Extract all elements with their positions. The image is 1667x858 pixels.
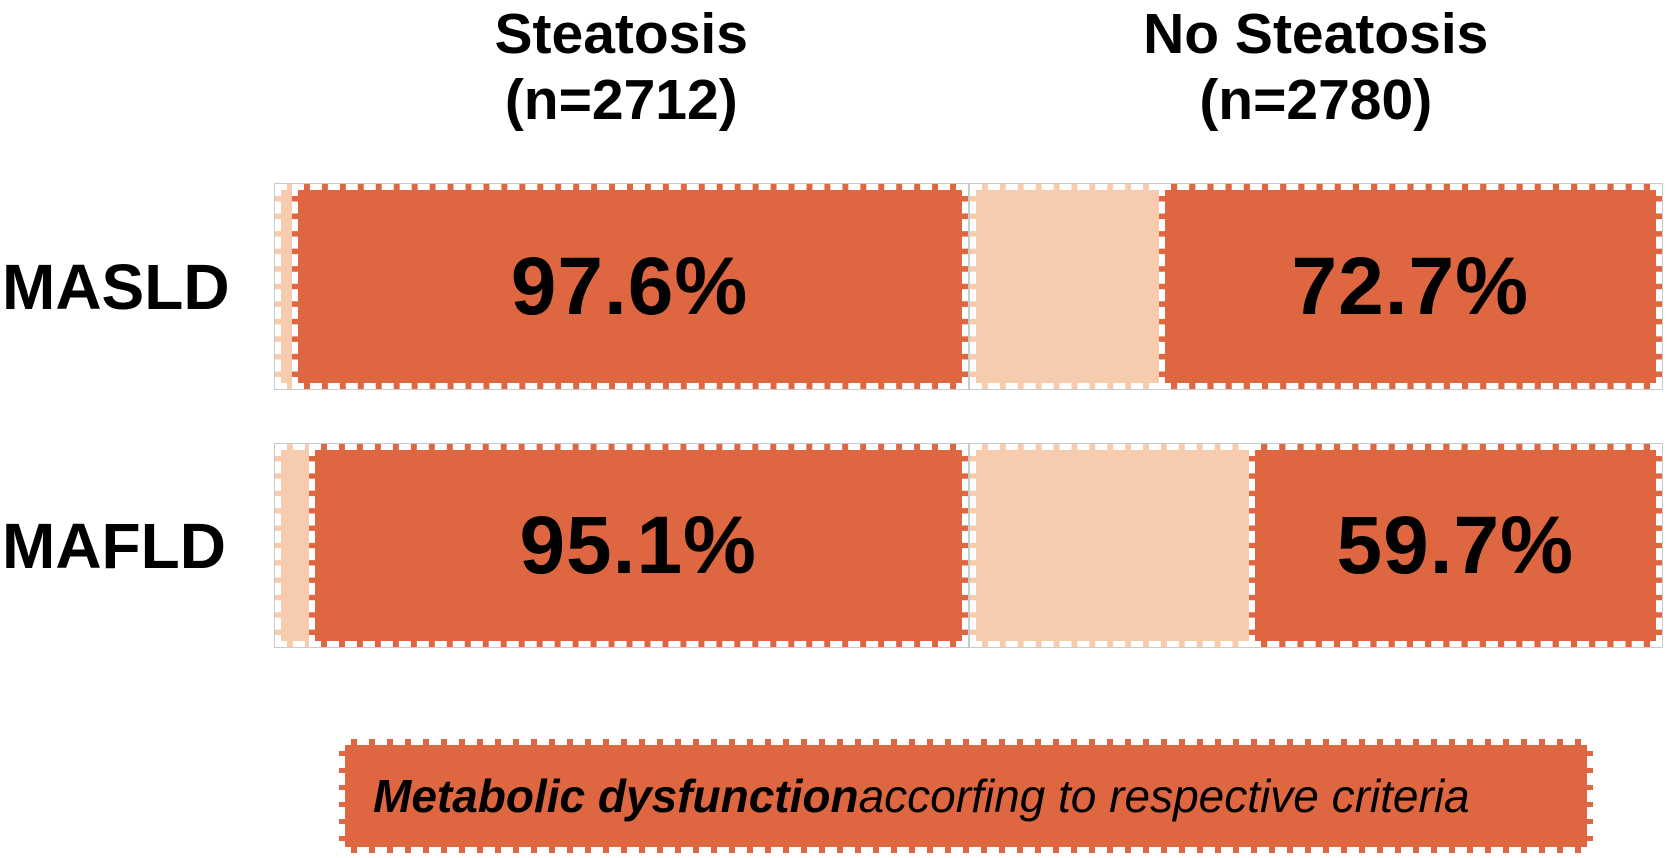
bar-row-masld: 97.6% 72.7% xyxy=(274,183,1663,390)
legend-metabolic-dysfunction: Metabolic dysfunction accorfing to respe… xyxy=(339,739,1593,853)
column-headers: Steatosis (n=2712) No Steatosis (n=2780) xyxy=(274,2,1663,133)
masld-no-steatosis-value: 72.7% xyxy=(1291,240,1530,332)
header-steatosis-title: Steatosis xyxy=(494,2,748,66)
mafld-steatosis-bar: 95.1% xyxy=(274,443,969,648)
mafld-steatosis-dysfunction-segment: 95.1% xyxy=(308,444,968,647)
header-no-steatosis: No Steatosis (n=2780) xyxy=(969,2,1664,133)
mafld-no-steatosis-bar: 59.7% xyxy=(968,443,1663,648)
header-no-steatosis-n: (n=2780) xyxy=(1199,67,1433,132)
legend-regular-text: accorfing to respective criteria xyxy=(858,770,1470,822)
row-label-masld: MASLD xyxy=(2,250,230,323)
mafld-no-steatosis-value: 59.7% xyxy=(1336,499,1575,591)
masld-no-steatosis-dysfunction-segment: 72.7% xyxy=(1158,184,1662,389)
mafld-steatosis-value: 95.1% xyxy=(519,499,757,591)
masld-steatosis-value: 97.6% xyxy=(510,240,749,332)
masld-steatosis-dysfunction-segment: 97.6% xyxy=(291,184,968,389)
header-no-steatosis-title: No Steatosis xyxy=(1143,2,1489,66)
masld-no-steatosis-bar: 72.7% xyxy=(968,183,1663,390)
bar-row-mafld: 95.1% 59.7% xyxy=(274,443,1663,648)
header-steatosis: Steatosis (n=2712) xyxy=(274,2,969,133)
row-label-mafld: MAFLD xyxy=(2,509,226,582)
masld-steatosis-bar: 97.6% xyxy=(274,183,969,390)
header-steatosis-n: (n=2712) xyxy=(504,67,738,132)
mafld-no-steatosis-dysfunction-segment: 59.7% xyxy=(1248,444,1662,647)
legend-bold-text: Metabolic dysfunction xyxy=(373,770,859,822)
